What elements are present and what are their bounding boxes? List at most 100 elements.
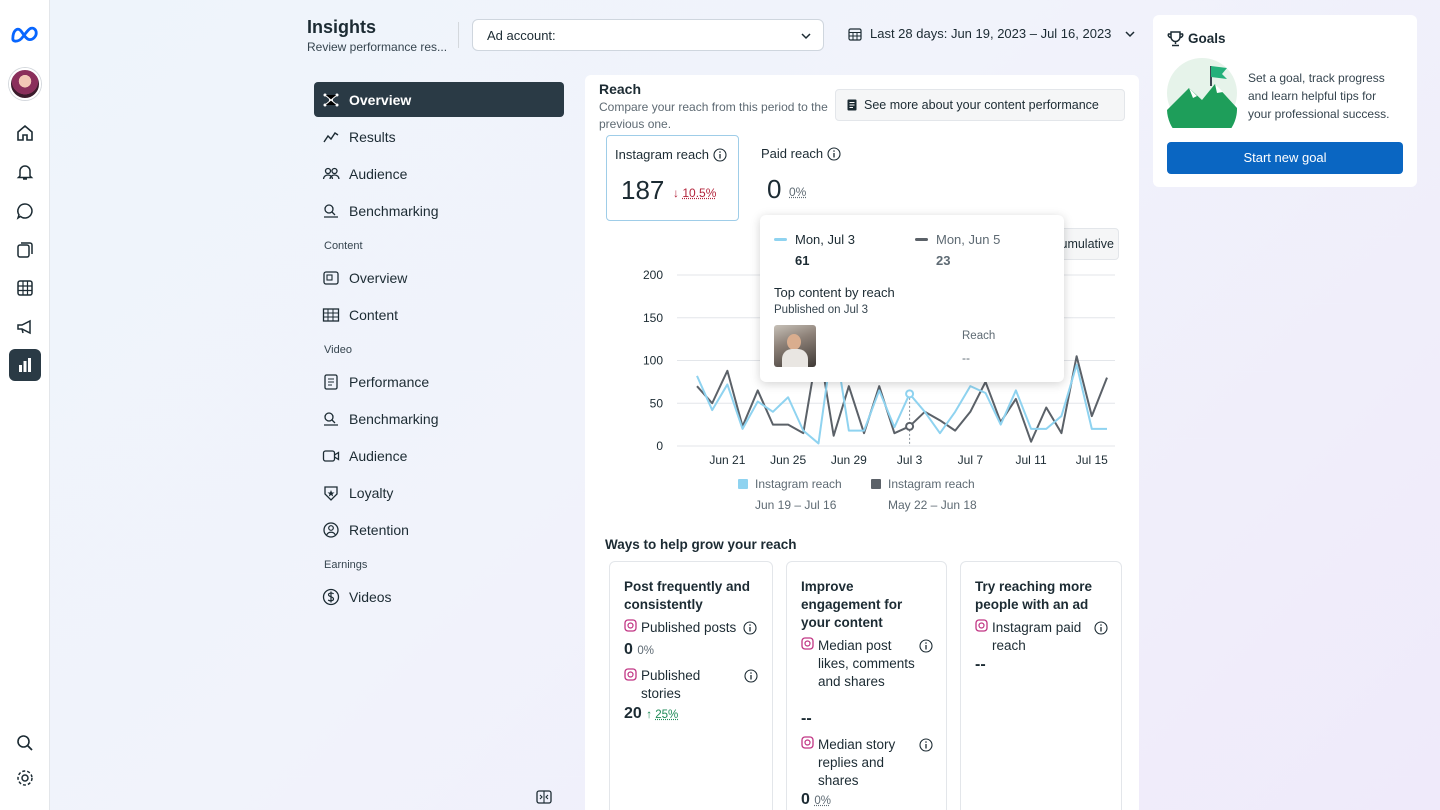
nav-label: Performance [349,374,429,390]
header-divider [458,22,459,48]
overview-icon [322,91,340,109]
y-tick-label: 50 [650,396,664,410]
info-icon[interactable] [919,639,933,653]
tooltip-reach-label: Reach [962,330,995,342]
chevron-down-icon [801,31,811,41]
nav-earnings-videos[interactable]: Videos [314,579,564,614]
tip-metric: Published posts [641,619,736,637]
avatar[interactable] [9,68,41,100]
nav-label: Retention [349,522,409,538]
home-icon[interactable] [9,117,41,149]
instagram-icon [801,736,814,749]
tip-title: Improve engagement for your content [801,578,926,632]
goals-card: Goals Set a goal, track progress and lea… [1153,15,1417,187]
settings-icon[interactable] [9,762,41,794]
tooltip-previous-legend: Mon, Jun 5 [915,232,1000,247]
info-icon[interactable] [743,621,757,635]
tip-metric: Median story replies and shares [818,736,913,790]
nav-video-retention[interactable]: Retention [314,512,564,547]
info-icon[interactable] [827,147,841,161]
nav-content[interactable]: Content [314,297,564,332]
page-title: Insights [307,17,376,38]
x-tick-label: Jun 25 [770,453,806,467]
metric-label: Paid reach [761,146,823,161]
content-thumbnail[interactable] [774,325,816,367]
instagram-icon [975,619,988,632]
instagram-icon [801,637,814,650]
tip-title: Post frequently and consistently [624,578,764,614]
collapse-sidebar-icon[interactable] [536,789,552,805]
paid-reach-metric[interactable]: Paid reach 0 0% [753,135,886,221]
date-range-label: Last 28 days: Jun 19, 2023 – Jul 16, 202… [870,26,1111,41]
goal-flag-illustration [1167,58,1237,128]
metric-label: Instagram reach [615,147,709,162]
grow-reach-title: Ways to help grow your reach [605,537,797,552]
nav-label: Audience [349,166,407,182]
nav-video-performance[interactable]: Performance [314,364,564,399]
nav-label: Results [349,129,396,145]
insights-icon[interactable] [9,349,41,381]
reach-subtitle: Compare your reach from this period to t… [599,99,839,133]
instagram-icon [624,619,637,632]
meta-logo-icon[interactable] [9,18,41,50]
metric-change-value: 0% [789,185,806,199]
chat-icon[interactable] [9,195,41,227]
goals-description: Set a goal, track progress and learn hel… [1248,69,1398,123]
see-more-content-button[interactable]: See more about your content performance [835,89,1125,121]
chart-legend: Instagram reachJun 19 – Jul 16Instagram … [738,477,977,512]
tooltip-top-content: Top content by reach [774,285,895,300]
start-new-goal-button[interactable]: Start new goal [1167,142,1403,174]
tip-card-run-ad: Try reaching more people with an ad Inst… [960,561,1122,810]
legend-label: Instagram reach [755,477,842,491]
tip-metric: Instagram paid reach [992,619,1092,655]
tip-value: -- [801,710,812,728]
legend-label: Instagram reach [888,477,975,491]
instagram-reach-metric[interactable]: Instagram reach 187 ↓ 10.5% [606,135,739,221]
chart-tooltip: Mon, Jul 3 61 Mon, Jun 5 23 Top content … [760,215,1064,382]
info-icon[interactable] [919,738,933,752]
megaphone-icon[interactable] [9,311,41,343]
tip-value: 0 0% [624,641,654,659]
x-tick-label: Jul 3 [897,453,923,467]
audience-icon [322,165,340,183]
nav-section-earnings: Earnings [314,559,564,571]
nav-video-audience[interactable]: Audience [314,438,564,473]
nav-benchmarking[interactable]: Benchmarking [314,193,564,228]
trophy-icon [1167,30,1184,47]
bell-icon[interactable] [9,156,41,188]
legend-swatch [738,479,748,489]
y-tick-label: 0 [656,439,663,453]
search-icon[interactable] [9,727,41,759]
pages-icon[interactable] [9,234,41,266]
tip-value-change: 0% [814,795,831,807]
left-rail [0,0,50,810]
ad-account-select[interactable]: Ad account: [472,19,824,51]
nav-results[interactable]: Results [314,119,564,154]
current-swatch [774,238,787,241]
tooltip-reach-value: -- [962,351,970,365]
x-tick-label: Jul 11 [1016,453,1047,467]
info-icon[interactable] [713,148,727,162]
y-tick-label: 150 [643,311,663,325]
nav-video-loyalty[interactable]: Loyalty [314,475,564,510]
nav-label: Audience [349,448,407,464]
nav-overview[interactable]: Overview [314,82,564,117]
nav-label: Benchmarking [349,411,439,427]
x-axis-ticks: Jun 21 Jun 25 Jun 29 Jul 3 Jul 7 Jul 11 Jul 15 [709,453,1108,467]
info-icon[interactable] [744,669,758,683]
info-icon[interactable] [1094,621,1108,635]
tip-metric: Published stories [641,667,721,703]
dollar-icon [322,588,340,606]
results-icon [322,128,340,146]
date-range-picker[interactable]: Last 28 days: Jun 19, 2023 – Jul 16, 202… [848,26,1135,41]
nav-content-overview[interactable]: Overview [314,260,564,295]
tooltip-previous-date: Mon, Jun 5 [936,232,1000,247]
table-icon[interactable] [9,272,41,304]
y-tick-label: 200 [643,268,663,282]
tooltip-published: Published on Jul 3 [774,304,868,316]
hover-point [906,390,913,397]
nav-video-benchmarking[interactable]: Benchmarking [314,401,564,436]
benchmarking-icon [322,202,340,220]
nav-audience[interactable]: Audience [314,156,564,191]
ad-account-label: Ad account: [487,28,556,43]
